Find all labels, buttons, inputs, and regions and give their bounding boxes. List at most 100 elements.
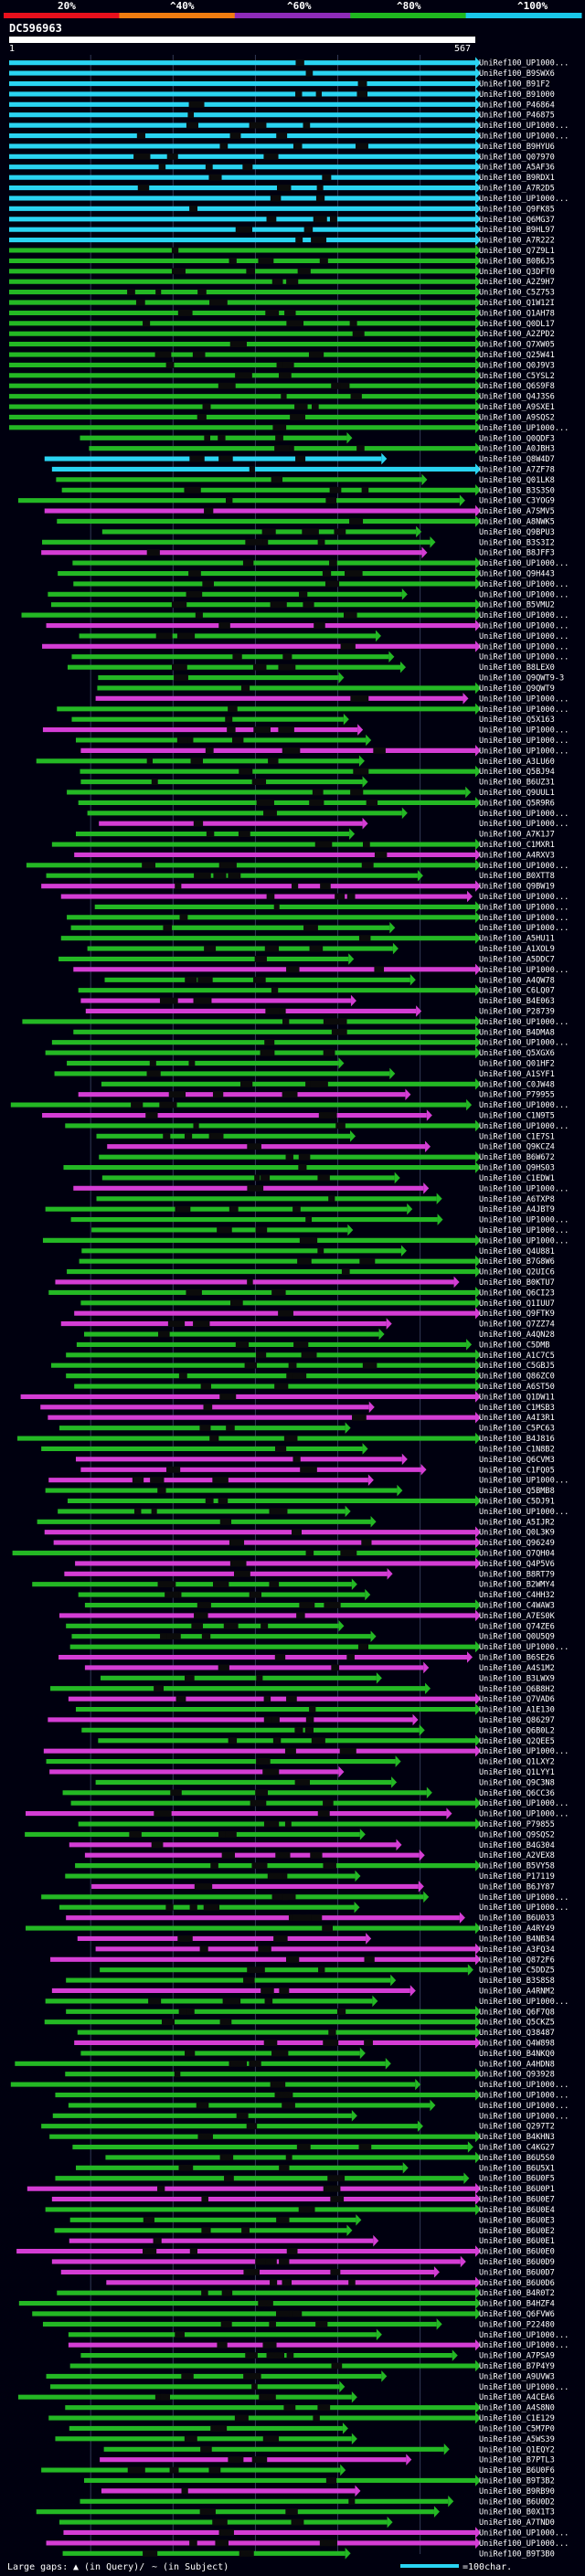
gap-block [161,2019,176,2026]
row-label: UniRef100_A7TND0 [479,2518,555,2528]
alignment-arrow [475,838,481,851]
gap-block [309,1706,316,1712]
row-label: UniRef100_B6SE26 [479,1654,555,1663]
alignment-arrow [475,182,481,194]
identity-scale-segment [465,13,582,18]
gap-block [270,2081,286,2088]
identity-scale [4,13,582,18]
gap-block [311,1737,325,1744]
alignment-arrow [475,880,481,892]
gap-block [285,2508,298,2516]
gap-block [305,1216,313,1223]
gap-block [277,185,292,191]
gap-block [289,2310,303,2317]
gap-block [297,268,311,275]
row-label: UniRef100_Q1IUU7 [479,1299,555,1309]
gap-block [318,1966,325,1974]
gap-block [256,799,274,806]
row-label: UniRef100_A4JBT9 [479,1205,555,1214]
alignment-arrow [475,161,481,174]
gap-block [217,1226,232,1234]
gap-block [191,1622,203,1629]
gap-block [252,2456,268,2464]
identity-scale-ticks: 20% ^40% ^60% ^80% ^100% [58,0,548,12]
alignment-arrow [475,504,481,517]
axis-end-label: 567 [454,44,471,54]
gap-block [272,1737,282,1744]
alignment-arrow [425,1140,431,1153]
gap-block [266,893,275,900]
row-label: UniRef100_UP1000... [479,2112,569,2121]
alignment-arrow [475,151,481,163]
alignment-arrow [475,682,481,694]
gap-block [241,2227,250,2234]
row-label: UniRef100_C4KG27 [479,2144,555,2153]
row-label: UniRef100_A2ZPD2 [479,330,555,339]
row-label: UniRef100_Q7VAD6 [479,1695,555,1704]
row-label: UniRef100_UP1000... [479,810,569,819]
gap-block [176,632,196,640]
row-label: UniRef100_Q9BPU3 [479,528,555,537]
row-label: UniRef100_B9HL97 [479,226,555,235]
alignment-arrow [343,713,349,726]
row-label: UniRef100_C1N9T5 [479,1112,555,1121]
alignment-arrow [436,1193,442,1205]
row-label: UniRef100_B6U0E2 [479,2227,555,2236]
alignment-arrow [351,2110,357,2122]
alignment-arrow [475,2006,481,2018]
gap-block [357,1643,368,1650]
gap-block [358,2144,372,2150]
alignment-arrow [345,1505,351,1518]
alignment-arrow [475,307,481,319]
alignment-arrow [338,1620,345,1632]
alignment-arrow [443,2443,450,2455]
row-label: UniRef100_P79855 [479,1820,555,1829]
gap-block [136,133,145,139]
gap-block [295,237,303,243]
gap-block [326,2185,340,2192]
alignment-arrow [475,2475,481,2486]
alignment-arrow [387,2516,393,2528]
gap-block [275,434,283,441]
row-label: UniRef100_UP1000... [479,1810,569,1819]
alignment-arrow [475,99,481,111]
gap-block [234,2414,249,2422]
alignment-arrow [475,1255,481,1267]
alignment-arrow [475,463,481,475]
identity-tick-label: ^60% [287,0,312,12]
row-label: UniRef100_UP1000... [479,726,569,736]
gap-block [247,1143,261,1150]
gap-block [201,2196,208,2202]
gap-block [303,226,314,233]
legend-gap-query-marker: ▲ [73,2562,79,2572]
row-label: UniRef100_A4RNM2 [479,1987,555,1996]
gap-block [317,538,325,546]
gap-block [243,2268,261,2275]
alignment-arrow [390,1974,397,1987]
gap-block [271,1893,288,1901]
alignment-arrow [463,2172,470,2185]
gap-block [217,2341,228,2348]
gap-block [215,2539,229,2547]
gap-block [256,1674,263,1681]
gap-block [208,174,222,181]
gap-block [201,2227,211,2234]
row-label: UniRef100_Q2UIC6 [479,1268,555,1277]
gap-block [243,1977,255,1984]
alignment-arrow [416,1005,422,1017]
gap-block [292,1205,301,1213]
row-label: UniRef100_A7R222 [479,237,555,246]
gap-block [324,1602,341,1608]
gap-block [295,455,306,462]
row-label: UniRef100_Q6CVM3 [479,1456,555,1465]
gap-block [158,1330,170,1338]
gap-block [212,1091,224,1098]
alignment-arrow [475,1432,481,1445]
gap-block [340,642,356,650]
row-label: UniRef100_C1EDW1 [479,1174,555,1183]
row-label: UniRef100_Q9FK85 [479,205,555,214]
gap-block [273,1935,288,1942]
alignment-arrow [475,223,481,236]
alignment-arrow [423,1661,430,1674]
alignment-arrow [475,1609,481,1622]
